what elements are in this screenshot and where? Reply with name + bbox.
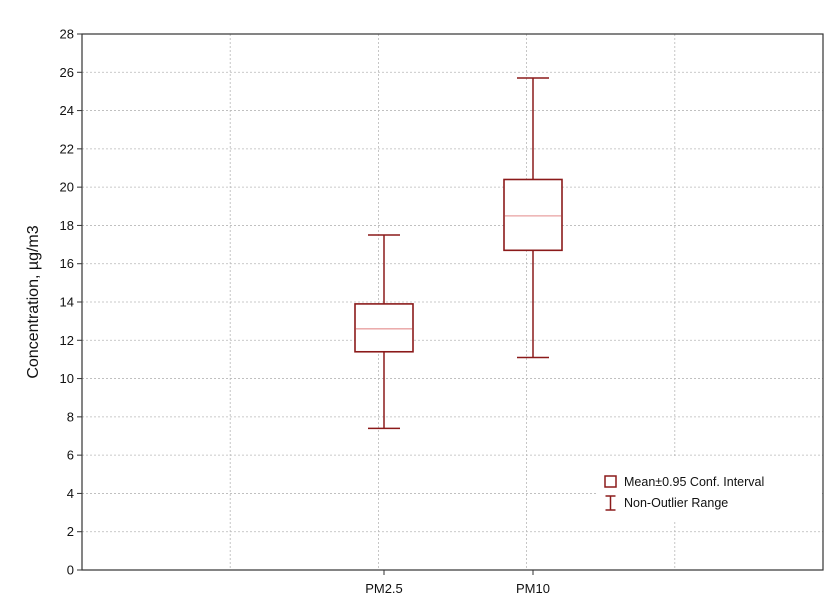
y-tick-label: 28 <box>60 27 74 42</box>
y-tick-label: 24 <box>60 103 74 118</box>
y-tick-label: 14 <box>60 295 74 310</box>
y-tick-label: 16 <box>60 256 74 271</box>
x-tick-label: PM2.5 <box>365 581 403 596</box>
grid-layer <box>82 34 823 570</box>
y-tick-label: 8 <box>67 409 74 424</box>
ci-box <box>503 178 563 252</box>
box-pm25 <box>354 234 414 430</box>
y-tick-label: 12 <box>60 333 74 348</box>
y-tick-label: 6 <box>67 448 74 463</box>
y-tick-label: 22 <box>60 141 74 156</box>
box-pm10 <box>503 77 563 359</box>
y-tick-label: 2 <box>67 524 74 539</box>
legend: Mean±0.95 Conf. Interval Non-Outlier Ran… <box>597 458 821 520</box>
x-tick-label: PM10 <box>516 581 550 596</box>
legend-range-symbol <box>605 495 616 511</box>
x-axis-ticks: PM2.5 PM10 <box>365 570 550 596</box>
legend-entry-ci: Mean±0.95 Conf. Interval <box>624 475 764 489</box>
box-layer <box>354 77 563 430</box>
y-tick-label: 26 <box>60 65 74 80</box>
y-tick-label: 4 <box>67 486 74 501</box>
y-tick-label: 10 <box>60 371 74 386</box>
y-tick-label: 18 <box>60 218 74 233</box>
legend-entry-range: Non-Outlier Range <box>624 496 728 510</box>
ci-box <box>354 303 414 353</box>
y-tick-label: 0 <box>67 563 74 578</box>
legend-background <box>597 458 821 520</box>
y-tick-label: 20 <box>60 180 74 195</box>
legend-ci-box-symbol <box>604 475 617 488</box>
y-axis-title: Concentration, µg/m3 <box>25 225 42 378</box>
